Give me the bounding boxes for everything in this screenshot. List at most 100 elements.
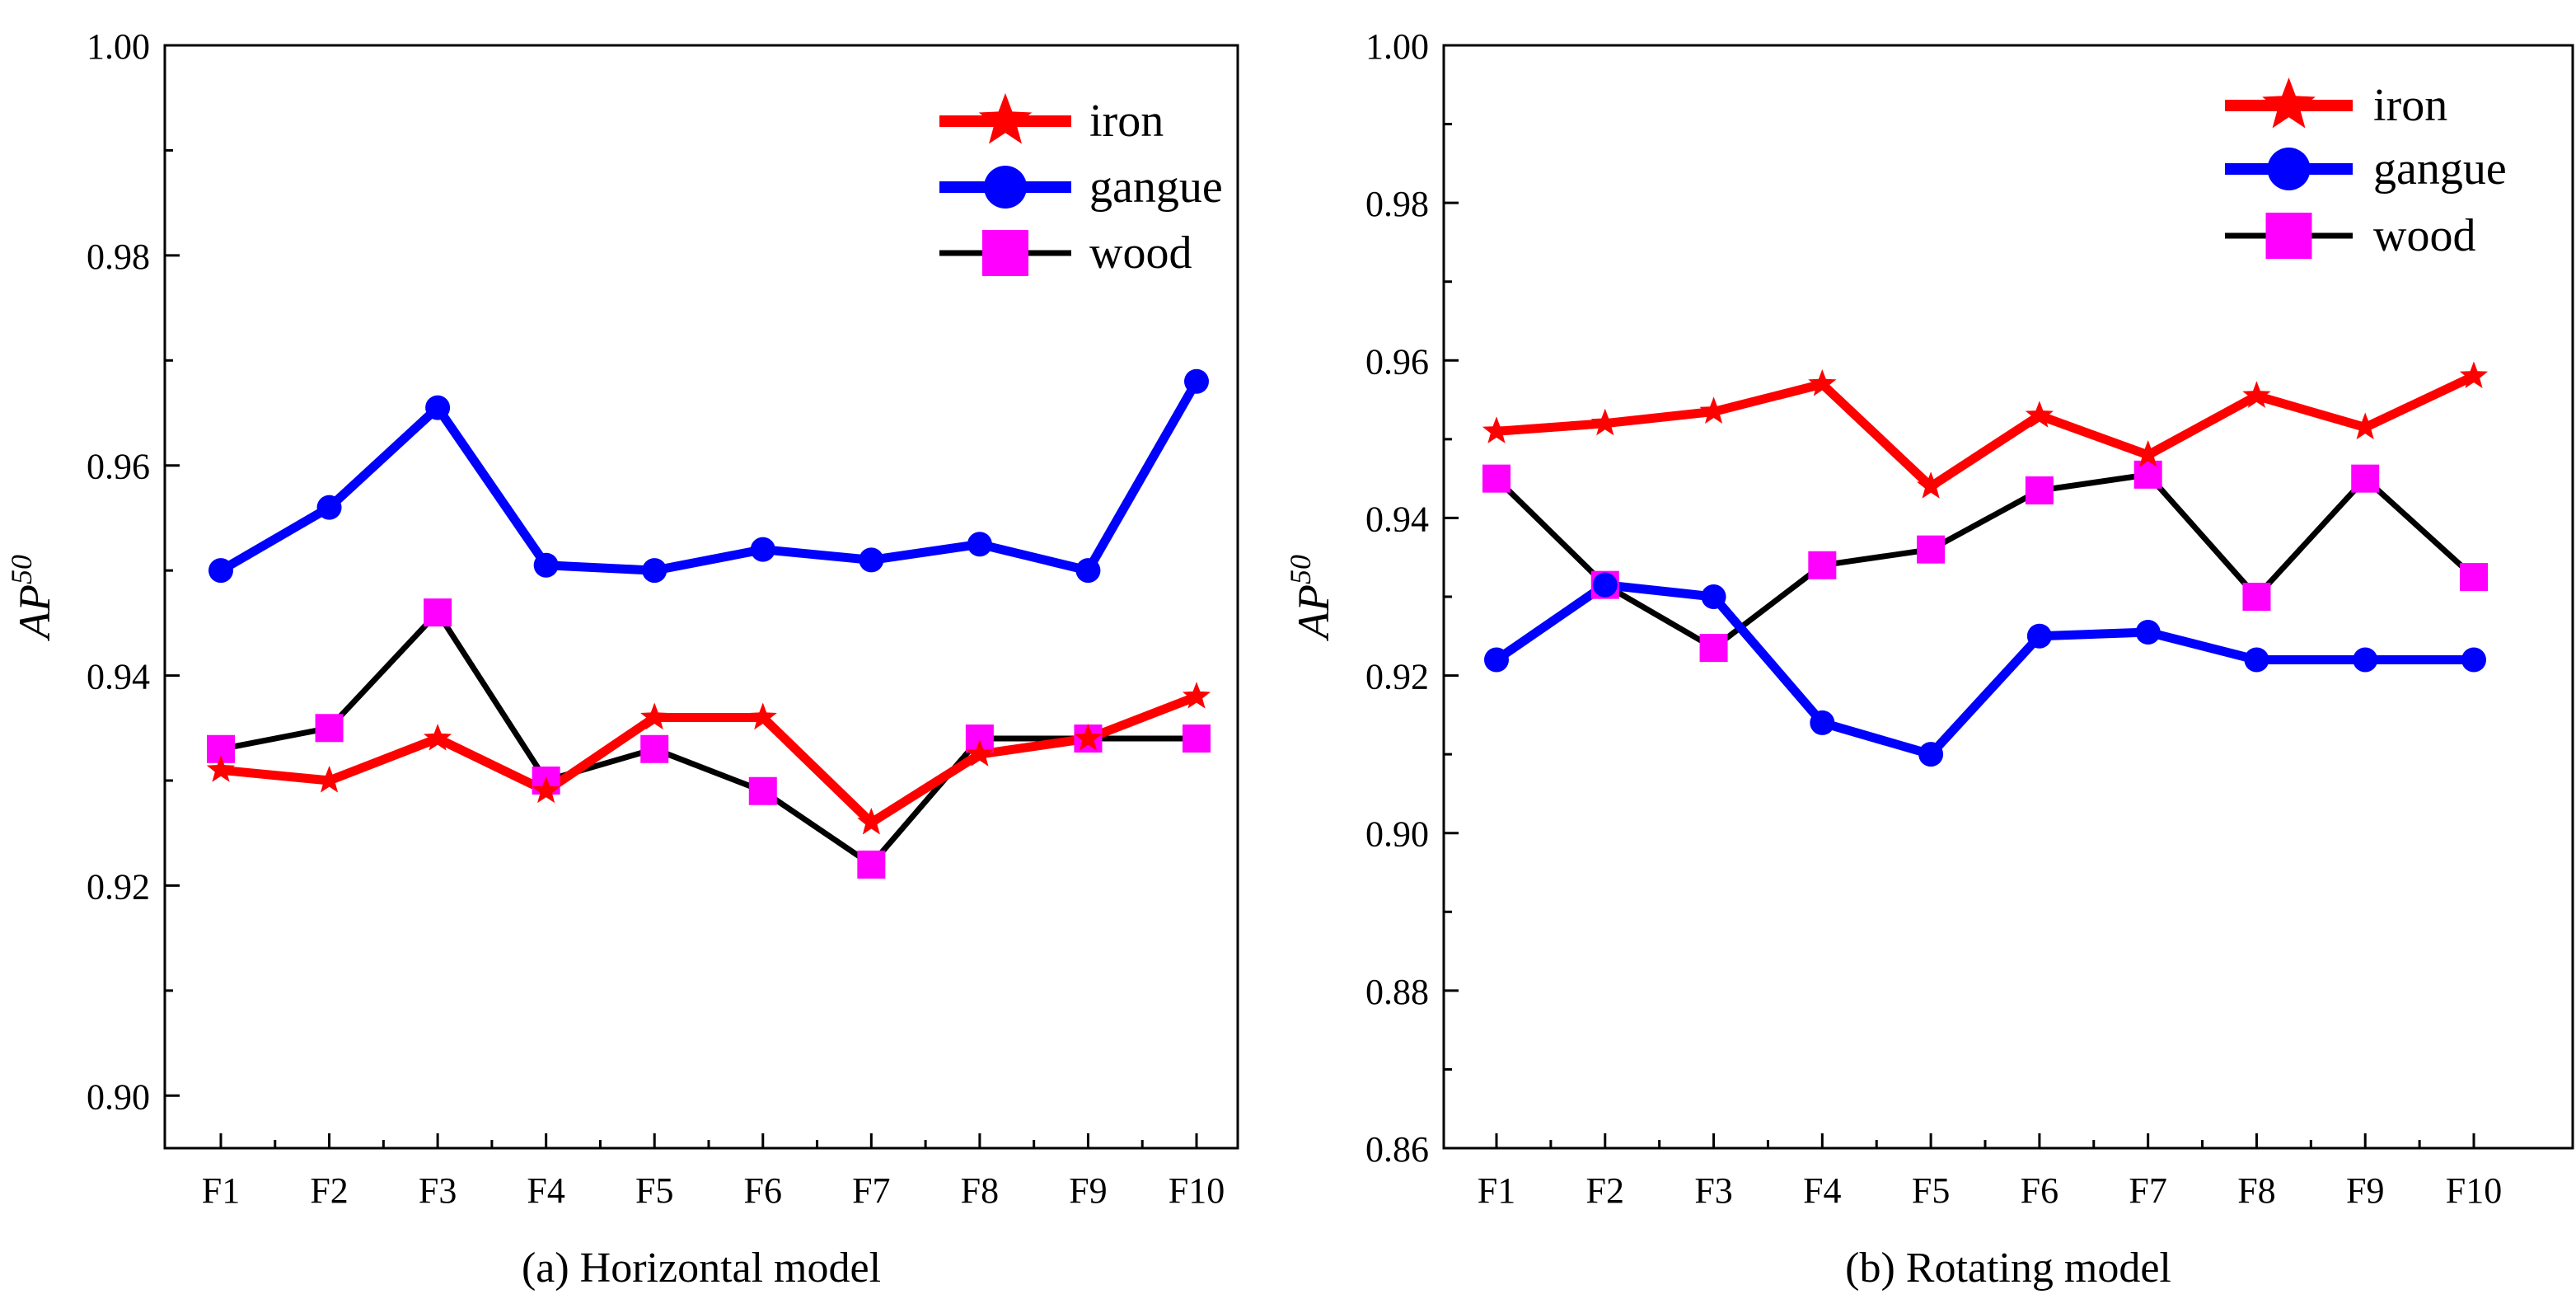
y-tick-label: 1.00 <box>1365 26 1429 67</box>
data-point-wood <box>2351 464 2380 493</box>
data-point-wood <box>857 850 886 879</box>
x-tick-label: F7 <box>2129 1170 2166 1211</box>
y-tick-label: 0.90 <box>87 1076 150 1117</box>
data-point-gangue <box>2461 647 2486 673</box>
series-line-iron <box>1496 372 2476 491</box>
series-line-wood <box>1494 471 2476 651</box>
y-tick-label: 0.98 <box>1365 184 1429 224</box>
panel-caption: (a) Horizontal model <box>522 1245 881 1292</box>
data-point-wood <box>315 714 344 743</box>
y-axis-label-main: AP <box>1289 584 1338 641</box>
data-point-iron <box>1182 682 1211 709</box>
legend-label-iron: iron <box>1089 96 1164 147</box>
x-tick-label: F10 <box>2446 1170 2502 1211</box>
legend-marker-wood <box>2265 213 2312 259</box>
x-tick-label: F6 <box>2021 1170 2058 1211</box>
x-tick-label: F9 <box>1069 1170 1107 1211</box>
y-axis-label-superscript: 50 <box>5 555 38 584</box>
data-point-iron <box>1699 396 1728 424</box>
data-point-wood <box>640 734 669 763</box>
data-point-iron <box>1590 408 1619 436</box>
chart-panel-a: 0.90 0.92 0.94 0.96 0.98 1.00 F1 F2 F3 F4 F5 F6 F7 F8… <box>5 26 1239 1292</box>
y-tick-label: 0.92 <box>87 866 150 907</box>
plot-frame <box>163 44 1239 1150</box>
series-line-wood <box>220 609 1197 868</box>
legend: iron gangue wood <box>2225 77 2507 261</box>
data-point-iron <box>2025 401 2054 428</box>
data-point-gangue <box>1184 368 1209 394</box>
data-point-gangue <box>750 537 775 562</box>
y-tick-label: 0.96 <box>87 447 150 487</box>
legend-marker-gangue <box>2267 148 2311 190</box>
data-point-iron <box>2133 440 2162 467</box>
x-tick-label: F1 <box>202 1170 240 1211</box>
data-point-iron <box>424 724 452 751</box>
data-point-iron <box>748 702 777 730</box>
legend: iron gangue wood <box>939 93 1223 279</box>
data-point-gangue <box>2135 620 2161 645</box>
x-tick-label: F4 <box>527 1170 564 1211</box>
data-point-wood <box>2242 583 2271 611</box>
data-point-gangue <box>1701 584 1726 609</box>
legend-label-gangue: gangue <box>1089 162 1223 213</box>
data-point-gangue <box>1918 742 1944 767</box>
x-tick-label: F6 <box>744 1170 782 1211</box>
data-point-iron <box>532 776 560 804</box>
data-point-iron <box>1074 724 1103 751</box>
data-point-gangue <box>2026 623 2052 649</box>
y-axis-label-main: AP <box>10 584 59 641</box>
x-tick-label: F2 <box>1586 1170 1624 1211</box>
series-line-gangue <box>1493 580 2474 759</box>
data-point-wood <box>2133 460 2162 489</box>
data-point-iron <box>2459 361 2489 388</box>
y-axis-label: AP50 <box>1284 555 1338 641</box>
legend-label-gangue: gangue <box>2373 143 2507 195</box>
data-point-iron <box>857 808 886 835</box>
data-point-gangue <box>1810 710 1835 735</box>
data-point-iron <box>2351 412 2380 440</box>
x-tick-label: F9 <box>2346 1170 2384 1211</box>
y-tick-label: 0.94 <box>87 657 150 697</box>
data-point-wood <box>1482 464 1510 493</box>
data-point-gangue <box>2353 647 2378 673</box>
data-point-wood <box>2460 563 2488 592</box>
legend-label-wood: wood <box>1089 227 1192 279</box>
data-point-gangue <box>967 532 992 557</box>
data-point-wood <box>1699 634 1728 663</box>
x-tick-label: F10 <box>1169 1170 1225 1211</box>
panel-caption: (b) Rotating model <box>1845 1245 2171 1292</box>
data-point-iron <box>206 755 236 782</box>
legend-marker-gangue <box>984 166 1027 209</box>
data-point-wood <box>2025 476 2054 504</box>
x-tick-label: F3 <box>1694 1170 1732 1211</box>
y-tick-label: 0.86 <box>1365 1129 1429 1170</box>
y-tick-label: 0.96 <box>1365 341 1429 382</box>
data-point-iron <box>1808 369 1837 396</box>
legend-marker-iron <box>2262 77 2316 129</box>
data-point-wood <box>1808 551 1837 579</box>
y-tick-label: 0.90 <box>1365 814 1429 855</box>
data-point-gangue <box>533 552 559 578</box>
x-tick-label: F4 <box>1803 1170 1841 1211</box>
data-point-gangue <box>859 547 884 573</box>
chart-panel-b: 0.86 0.88 0.90 0.92 0.94 0.96 0.98 1.00 F1 F2 F3 F4… <box>1284 26 2574 1292</box>
x-tick-label: F5 <box>1912 1170 1950 1211</box>
data-point-iron <box>965 739 994 767</box>
data-point-iron <box>1917 471 1946 499</box>
x-tick-label: F7 <box>852 1170 890 1211</box>
y-tick-label: 0.94 <box>1365 499 1429 539</box>
series-line-gangue <box>218 379 1201 575</box>
x-tick-label: F3 <box>419 1170 457 1211</box>
data-point-wood <box>424 598 452 627</box>
y-tick-label: 0.92 <box>1365 657 1429 697</box>
data-point-gangue <box>425 395 451 420</box>
data-point-gangue <box>316 495 342 520</box>
legend-label-wood: wood <box>2373 210 2475 261</box>
data-point-gangue <box>1592 572 1618 598</box>
legend-label-iron: iron <box>2373 80 2447 131</box>
data-point-iron <box>315 766 344 793</box>
x-tick-label: F5 <box>635 1170 673 1211</box>
data-point-gangue <box>642 558 667 584</box>
data-point-iron <box>2242 381 2271 408</box>
